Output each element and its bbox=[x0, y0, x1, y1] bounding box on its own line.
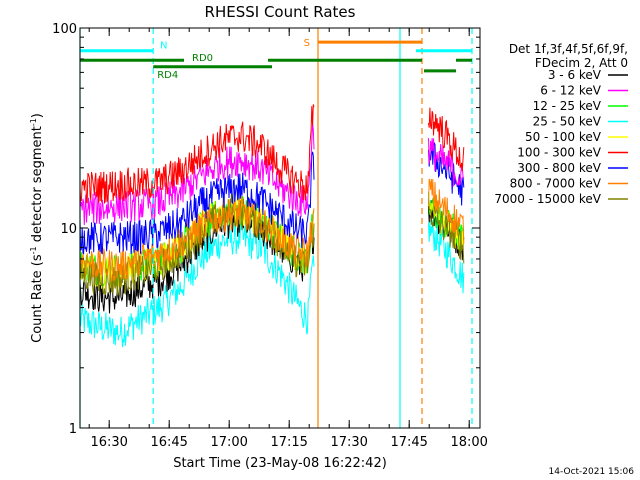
legend-header-line: FDecim 2, Att 0 bbox=[535, 56, 628, 70]
y-tick-label: 100 bbox=[52, 22, 77, 37]
flag-layer: N S RD0 RD4 bbox=[80, 38, 472, 81]
legend-entry-label: 25 - 50 keV bbox=[533, 115, 602, 129]
x-tick-label: 17:30 bbox=[330, 435, 367, 450]
y-tick-label: 10 bbox=[60, 222, 77, 237]
x-axis-label: Start Time (23-May-08 16:22:42) bbox=[173, 456, 387, 471]
generation-timestamp: 14-Oct-2021 15:06 bbox=[549, 467, 635, 477]
chart-title: RHESSI Count Rates bbox=[205, 3, 356, 21]
legend-entry-label: 7000 - 15000 keV bbox=[494, 192, 601, 206]
x-tick-label: 17:15 bbox=[270, 435, 307, 450]
x-tick-label: 16:45 bbox=[150, 435, 187, 450]
flag-label-rd0: RD0 bbox=[192, 53, 213, 64]
series-25-50kev bbox=[79, 219, 465, 348]
series-100-300kev bbox=[79, 104, 465, 204]
series-line bbox=[79, 104, 465, 204]
legend-entry-label: 3 - 6 keV bbox=[548, 68, 602, 82]
flag-label-rd4: RD4 bbox=[157, 70, 178, 81]
legend-entry-label: 50 - 100 keV bbox=[525, 130, 602, 144]
legend-entry-label: 100 - 300 keV bbox=[517, 146, 601, 160]
x-tick-label: 16:30 bbox=[90, 435, 127, 450]
x-tick-label: 17:45 bbox=[390, 435, 427, 450]
legend-entry-label: 800 - 7000 keV bbox=[510, 177, 602, 191]
legend-entry-label: 6 - 12 keV bbox=[540, 84, 602, 98]
series-800-7000kev bbox=[79, 178, 465, 282]
y-axis-label: Count Rate (s-1 detector segment-1) bbox=[29, 113, 45, 343]
legend-entry-label: 300 - 800 keV bbox=[517, 161, 601, 175]
flag-label-n: N bbox=[160, 41, 167, 52]
legend-entry-label: 12 - 25 keV bbox=[533, 99, 602, 113]
x-tick-label: 17:00 bbox=[210, 435, 247, 450]
legend: Det 1f,3f,4f,5f,6f,9f,FDecim 2, Att 03 -… bbox=[494, 42, 628, 206]
series-line bbox=[79, 178, 465, 282]
data-layer bbox=[79, 104, 465, 348]
legend-header-line: Det 1f,3f,4f,5f,6f,9f, bbox=[509, 42, 628, 56]
axis-layer: 16:30 16:45 17:00 17:15 17:30 17:45 18:00 1 10 10… bbox=[52, 22, 488, 450]
x-tick-label: 18:00 bbox=[450, 435, 487, 450]
flag-label-s: S bbox=[304, 38, 310, 49]
y-tick-label: 1 bbox=[69, 422, 77, 437]
series-line bbox=[79, 219, 465, 348]
